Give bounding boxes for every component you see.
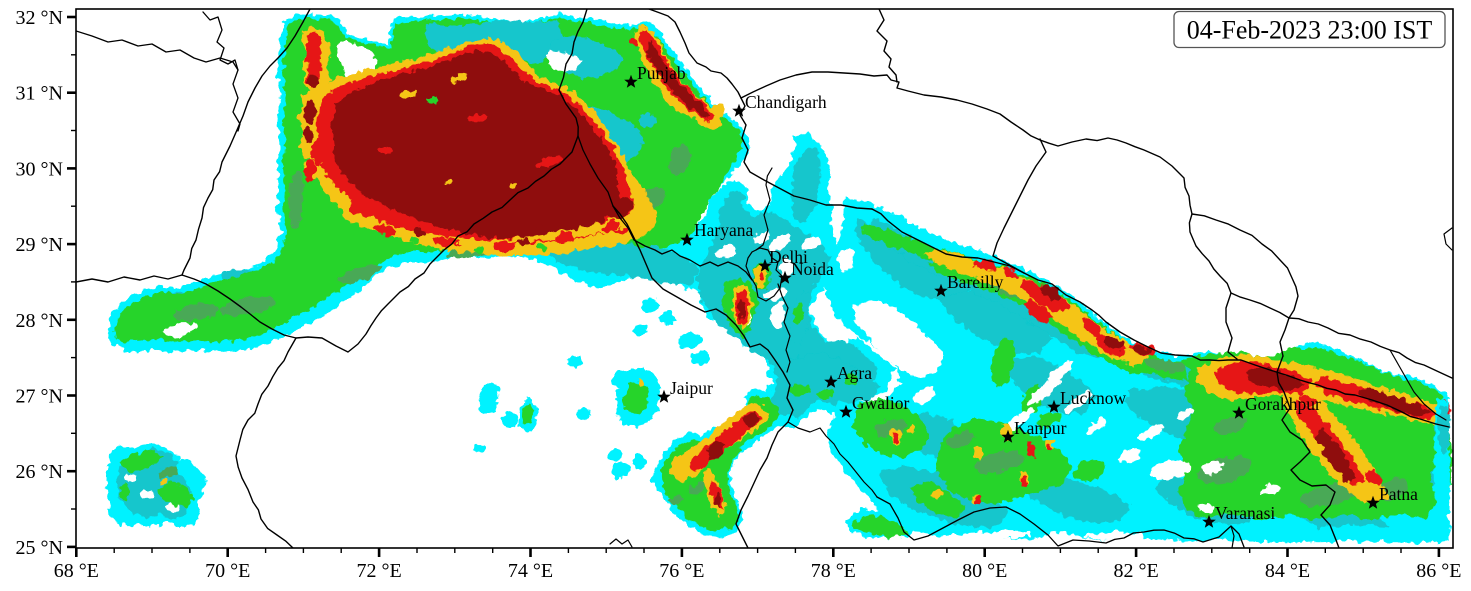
svg-text:78 °E: 78 °E	[811, 560, 856, 582]
svg-text:82 °E: 82 °E	[1113, 560, 1158, 582]
svg-text:Bareilly: Bareilly	[947, 272, 1004, 292]
svg-text:28 °N: 28 °N	[16, 310, 63, 332]
svg-text:30 °N: 30 °N	[16, 158, 63, 180]
svg-text:31 °N: 31 °N	[16, 83, 63, 105]
svg-text:Agra: Agra	[837, 363, 872, 383]
svg-text:76 °E: 76 °E	[659, 560, 704, 582]
svg-text:68 °E: 68 °E	[54, 560, 99, 582]
svg-text:Jaipur: Jaipur	[670, 378, 713, 398]
svg-text:32 °N: 32 °N	[16, 7, 63, 29]
svg-text:Patna: Patna	[1379, 484, 1418, 504]
svg-text:Haryana: Haryana	[694, 220, 754, 240]
svg-text:Delhi: Delhi	[769, 247, 808, 267]
svg-text:29 °N: 29 °N	[16, 234, 63, 256]
svg-text:80 °E: 80 °E	[962, 560, 1007, 582]
svg-text:70 °E: 70 °E	[205, 560, 250, 582]
svg-text:Gwalior: Gwalior	[852, 393, 910, 413]
svg-text:Chandigarh: Chandigarh	[745, 92, 827, 112]
svg-text:Gorakhpur: Gorakhpur	[1245, 394, 1321, 414]
svg-text:Noida: Noida	[791, 259, 834, 279]
svg-text:27 °N: 27 °N	[16, 386, 63, 408]
svg-text:Varanasi: Varanasi	[1215, 503, 1275, 523]
svg-text:74 °E: 74 °E	[508, 560, 553, 582]
svg-text:84 °E: 84 °E	[1265, 560, 1310, 582]
svg-text:04-Feb-2023 23:00 IST: 04-Feb-2023 23:00 IST	[1187, 16, 1433, 45]
svg-text:Kanpur: Kanpur	[1014, 418, 1067, 438]
svg-text:72 °E: 72 °E	[356, 560, 401, 582]
svg-text:Punjab: Punjab	[637, 63, 686, 83]
svg-text:Lucknow: Lucknow	[1060, 388, 1126, 408]
svg-text:86 °E: 86 °E	[1416, 560, 1461, 582]
svg-text:26 °N: 26 °N	[16, 461, 63, 483]
svg-text:25 °N: 25 °N	[16, 537, 63, 559]
